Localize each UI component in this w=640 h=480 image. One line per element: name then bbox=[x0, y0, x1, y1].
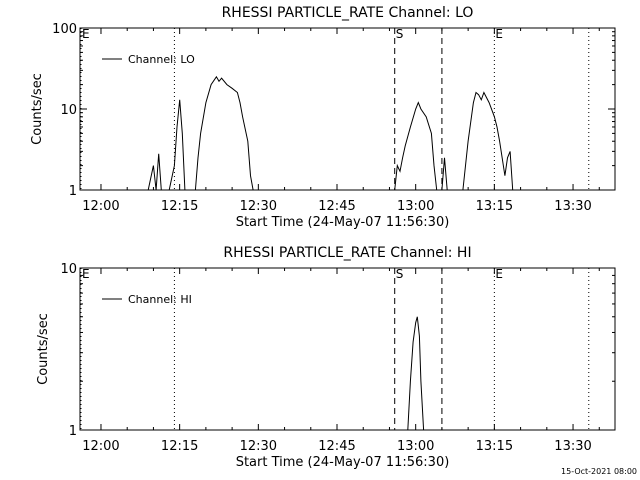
y-axis-label: Counts/sec bbox=[30, 73, 45, 145]
chart-hi-channel: RHESSI PARTICLE_RATE Channel: HI E S E 12:00… bbox=[36, 245, 616, 470]
x-tick-label: 13:30 bbox=[554, 439, 591, 454]
time-marker-label: S bbox=[396, 267, 404, 281]
time-marker-label: S bbox=[396, 27, 404, 41]
y-tick-label: 1 bbox=[69, 424, 77, 439]
x-tick-label: 13:00 bbox=[397, 439, 434, 454]
x-tick-label: 12:30 bbox=[240, 199, 277, 214]
chart-title: RHESSI PARTICLE_RATE Channel: LO bbox=[222, 5, 474, 21]
x-tick-label: 12:45 bbox=[318, 199, 355, 214]
time-marker-label: E bbox=[82, 267, 90, 281]
plot-frame bbox=[79, 267, 616, 431]
x-tick-label: 12:30 bbox=[240, 439, 277, 454]
chart-title: RHESSI PARTICLE_RATE Channel: HI bbox=[223, 245, 471, 261]
series-line bbox=[147, 75, 514, 191]
x-tick-label: 13:30 bbox=[554, 199, 591, 214]
x-tick-label: 13:15 bbox=[476, 199, 513, 214]
x-axis-label: Start Time (24-May-07 11:56:30) bbox=[236, 215, 450, 230]
y-tick-label: 10 bbox=[60, 103, 77, 118]
legend-entry: Channel: LO bbox=[128, 53, 195, 66]
x-tick-label: 13:15 bbox=[476, 439, 513, 454]
x-tick-label: 12:45 bbox=[318, 439, 355, 454]
chart-lo-channel: RHESSI PARTICLE_RATE Channel: LO E S E 12:00… bbox=[30, 5, 616, 230]
footer-timestamp: 15-Oct-2021 08:00 bbox=[561, 467, 637, 476]
x-tick-label: 12:15 bbox=[161, 199, 198, 214]
y-tick-label: 100 bbox=[52, 22, 77, 37]
x-tick-label: 12:00 bbox=[82, 199, 119, 214]
y-axis-label: Counts/sec bbox=[36, 313, 51, 385]
x-tick-label: 13:00 bbox=[397, 199, 434, 214]
x-axis-label: Start Time (24-May-07 11:56:30) bbox=[236, 455, 450, 470]
y-tick-label: 10 bbox=[60, 262, 77, 277]
time-marker-label: E bbox=[495, 267, 503, 281]
series-line bbox=[407, 316, 425, 431]
time-marker-label: E bbox=[82, 27, 90, 41]
x-tick-label: 12:15 bbox=[161, 439, 198, 454]
time-marker-label: E bbox=[495, 27, 503, 41]
x-tick-label: 12:00 bbox=[82, 439, 119, 454]
legend-entry: Channel: HI bbox=[128, 293, 192, 306]
y-tick-label: 1 bbox=[69, 184, 77, 199]
